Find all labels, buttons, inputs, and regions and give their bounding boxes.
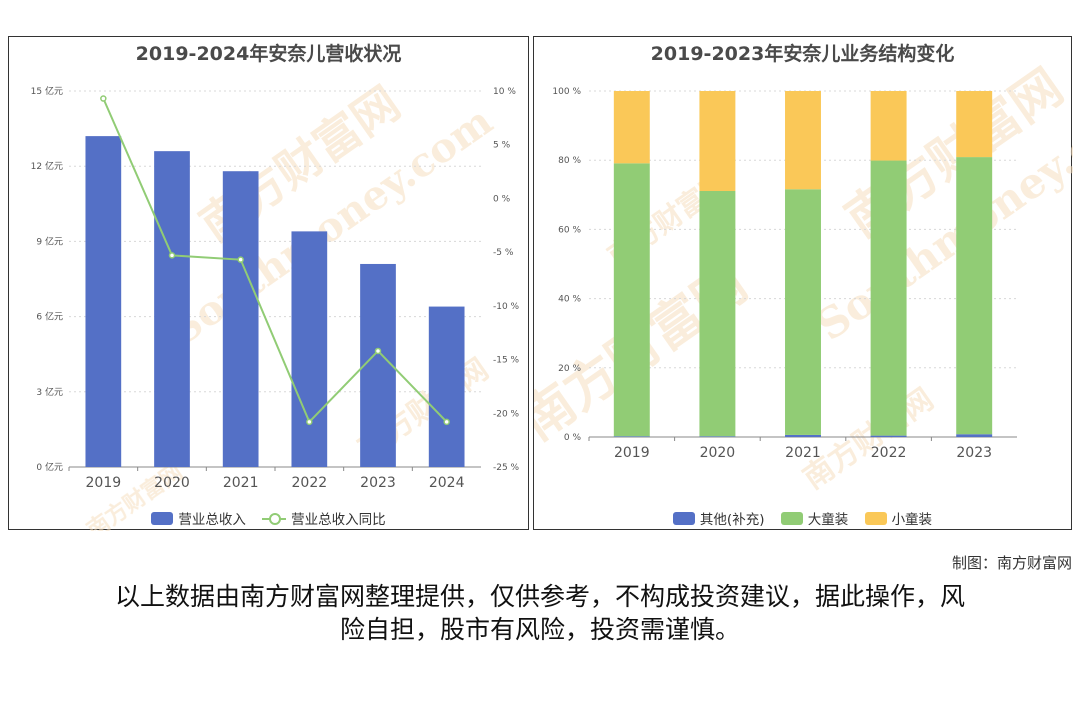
legend-swatch-revenue-yoy	[262, 512, 287, 525]
bar-segment-large-kids	[870, 160, 907, 436]
bar-segment-other	[613, 436, 650, 437]
x-tick-label: 2020	[154, 475, 190, 491]
y-right-tick-label: 5 %	[493, 141, 511, 151]
point-revenue-yoy	[374, 347, 382, 355]
bar-revenue	[428, 306, 465, 467]
y-tick-label: 0 %	[564, 433, 582, 443]
point-revenue-yoy	[306, 418, 313, 426]
legend-item-revenue[interactable]: 营业总收入	[151, 508, 246, 528]
y-tick-label: 20 %	[558, 364, 581, 374]
bar-revenue	[154, 151, 190, 467]
revenue-chart-legend: 营业总收入 营业总收入同比	[9, 508, 528, 529]
point-revenue-yoy	[237, 256, 244, 263]
bar-revenue	[360, 263, 396, 467]
disclaimer-line-1: 以上数据由南方财富网整理提供，仅供参考，不构成投资建议，据此操作，风	[114, 582, 965, 611]
bar-segment-large-kids	[699, 190, 736, 437]
legend-swatch-revenue	[151, 511, 174, 525]
point-revenue-yoy	[443, 418, 450, 426]
legend-label-other: 其他(补充)	[699, 512, 765, 528]
legend-label-large-kids: 大童装	[807, 512, 849, 528]
line-revenue-yoy	[102, 98, 448, 424]
bar-segment-small-kids	[699, 91, 736, 191]
disclaimer-line-2: 险自担，股市有风险，投资需谨慎。	[339, 615, 740, 644]
y-tick-label: 60 %	[558, 225, 581, 235]
x-tick-label: 2020	[700, 445, 736, 461]
y-right-tick-label: 10 %	[493, 87, 516, 97]
gridlines	[589, 90, 1017, 369]
legend-item-large-kids[interactable]: 大童装	[780, 508, 849, 528]
legend-item-other[interactable]: 其他(补充)	[672, 508, 765, 528]
y-right-tick-label: -5 %	[493, 248, 514, 258]
y-right-tick-label: -25 %	[493, 463, 520, 473]
bar-segment-small-kids	[785, 91, 821, 190]
business-structure-chart-title: 2019-2023年安奈儿业务结构变化	[650, 43, 955, 65]
legend-swatch-large-kids	[780, 511, 803, 525]
legend-item-small-kids[interactable]: 小童装	[864, 508, 933, 528]
y-left-tick-label: 6 亿元	[36, 311, 63, 323]
y-tick-label: 100 %	[552, 87, 581, 97]
x-tick-label: 2021	[223, 475, 259, 491]
y-right-tick-label: -15 %	[493, 356, 520, 366]
x-tick-label: 2021	[785, 445, 821, 461]
point-revenue-yoy	[100, 95, 107, 102]
legend-swatch-small-kids	[864, 511, 887, 525]
bar-segment-other	[956, 434, 993, 437]
point-revenue-yoy	[168, 252, 176, 259]
bar-revenue	[222, 171, 259, 468]
bar-segment-small-kids	[956, 91, 993, 158]
bar-revenue	[291, 231, 328, 467]
bar-segment-large-kids	[785, 189, 821, 435]
x-tick-label: 2022	[292, 475, 328, 491]
bar-segment-other	[699, 436, 736, 437]
gridlines	[69, 90, 481, 393]
y-right-tick-label: -20 %	[493, 409, 520, 419]
y-tick-label: 40 %	[558, 295, 581, 305]
bar-segment-small-kids	[870, 91, 907, 161]
legend-label-revenue: 营业总收入	[178, 512, 246, 528]
x-tick-label: 2023	[956, 445, 992, 461]
y-left-tick-label: 15 亿元	[31, 85, 63, 97]
bar-segment-large-kids	[613, 163, 650, 437]
y-tick-label: 80 %	[558, 156, 581, 166]
x-tick-label: 2019	[86, 475, 122, 491]
y-left-tick-label: 0 亿元	[36, 461, 63, 473]
revenue-chart-title: 2019-2024年安奈儿营收状况	[135, 43, 402, 65]
bar-segment-other	[870, 435, 907, 437]
business-structure-chart-legend: 其他(补充) 大童装 小童装	[534, 508, 1071, 529]
y-right-tick-label: -10 %	[493, 302, 520, 312]
y-left-tick-label: 3 亿元	[36, 386, 63, 398]
x-tick-label: 2024	[429, 475, 465, 491]
y-right-tick-label: 0 %	[493, 194, 511, 204]
legend-item-revenue-yoy[interactable]: 营业总收入同比	[262, 508, 386, 528]
revenue-chart-panel: 南方财富网 Southmoney.com 南方财富网 南方财富网 0 亿元 3 亿元 6 亿…	[8, 36, 529, 531]
disclaimer: 以上数据由南方财富网整理提供，仅供参考，不构成投资建议，据此操作，风 险自担，股…	[60, 580, 1020, 646]
legend-label-small-kids: 小童装	[891, 512, 933, 528]
legend-label-revenue-yoy: 营业总收入同比	[291, 512, 386, 528]
bar-segment-small-kids	[613, 91, 650, 164]
x-tick-label: 2023	[360, 475, 396, 491]
y-left-tick-label: 9 亿元	[36, 235, 63, 247]
legend-swatch-other	[672, 511, 695, 525]
bar-revenue	[85, 136, 122, 467]
x-tick-label: 2019	[614, 445, 650, 461]
y-left-tick-label: 12 亿元	[31, 160, 63, 172]
bar-segment-large-kids	[956, 157, 993, 435]
bar-segment-other	[785, 434, 821, 437]
chart-credit: 制图：南方财富网	[951, 554, 1072, 572]
x-tick-label: 2022	[871, 445, 907, 461]
